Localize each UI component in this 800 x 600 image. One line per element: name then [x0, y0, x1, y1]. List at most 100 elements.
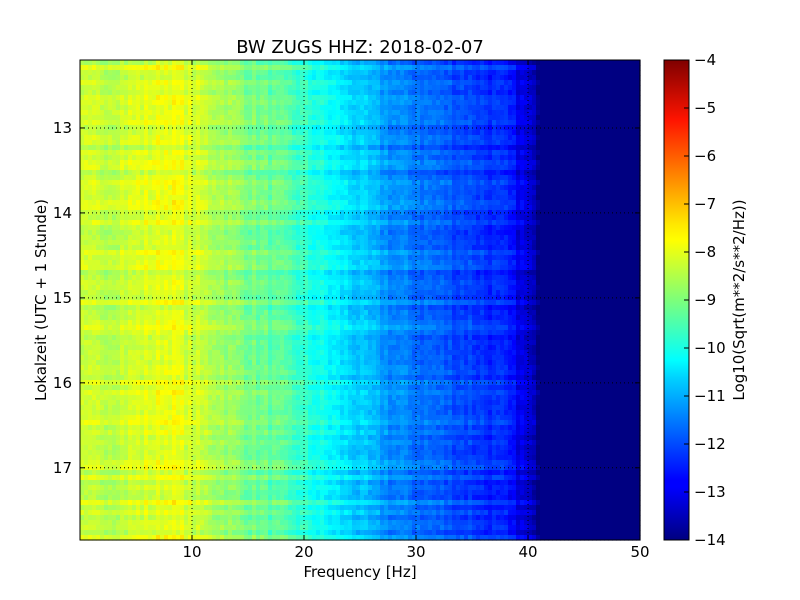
heatmap-cell: [396, 125, 401, 131]
heatmap-cell: [464, 120, 469, 126]
heatmap-cell: [268, 60, 273, 66]
heatmap-cell: [344, 60, 349, 66]
heatmap-cell: [260, 130, 265, 136]
heatmap-cell: [336, 110, 341, 116]
heatmap-cell: [512, 75, 517, 81]
heatmap-cell: [376, 200, 381, 206]
heatmap-cell: [564, 225, 569, 231]
heatmap-cell: [444, 195, 449, 201]
heatmap-cell: [360, 135, 365, 141]
heatmap-cell: [300, 70, 305, 76]
heatmap-cell: [168, 170, 173, 176]
heatmap-cell: [268, 210, 273, 216]
heatmap-cell: [204, 75, 209, 81]
heatmap-cell: [456, 165, 461, 171]
heatmap-cell: [376, 140, 381, 146]
heatmap-cell: [424, 125, 429, 131]
heatmap-cell: [588, 160, 593, 166]
heatmap-cell: [244, 210, 249, 216]
heatmap-cell: [156, 195, 161, 201]
heatmap-cell: [152, 100, 157, 106]
heatmap-cell: [352, 110, 357, 116]
heatmap-cell: [128, 125, 133, 131]
heatmap-cell: [420, 190, 425, 196]
heatmap-cell: [384, 95, 389, 101]
heatmap-cell: [164, 95, 169, 101]
heatmap-cell: [88, 140, 93, 146]
heatmap-cell: [544, 180, 549, 186]
heatmap-cell: [216, 235, 221, 241]
heatmap-cell: [552, 170, 557, 176]
heatmap-cell: [192, 190, 197, 196]
heatmap-cell: [468, 65, 473, 71]
heatmap-cell: [168, 185, 173, 191]
heatmap-cell: [148, 145, 153, 151]
heatmap-cell: [404, 170, 409, 176]
heatmap-cell: [152, 60, 157, 66]
heatmap-cell: [92, 195, 97, 201]
heatmap-cell: [540, 185, 545, 191]
heatmap-cell: [352, 200, 357, 206]
heatmap-cell: [480, 75, 485, 81]
heatmap-cell: [228, 60, 233, 66]
heatmap-cell: [616, 230, 621, 236]
heatmap-cell: [192, 230, 197, 236]
heatmap-cell: [148, 180, 153, 186]
heatmap-cell: [208, 75, 213, 81]
heatmap-cell: [184, 120, 189, 126]
heatmap-cell: [504, 170, 509, 176]
heatmap-cell: [472, 165, 477, 171]
heatmap-cell: [344, 80, 349, 86]
heatmap-cell: [392, 225, 397, 231]
heatmap-cell: [316, 80, 321, 86]
heatmap-cell: [220, 150, 225, 156]
heatmap-cell: [580, 105, 585, 111]
heatmap-cell: [152, 205, 157, 211]
heatmap-cell: [388, 175, 393, 181]
heatmap-cell: [544, 215, 549, 221]
heatmap-cell: [132, 160, 137, 166]
heatmap-cell: [380, 225, 385, 231]
heatmap-cell: [320, 140, 325, 146]
heatmap-cell: [592, 210, 597, 216]
heatmap-cell: [176, 230, 181, 236]
heatmap-cell: [412, 65, 417, 71]
heatmap-cell: [232, 80, 237, 86]
heatmap-cell: [96, 150, 101, 156]
heatmap-cell: [408, 225, 413, 231]
heatmap-cell: [172, 175, 177, 181]
heatmap-cell: [308, 175, 313, 181]
heatmap-cell: [516, 60, 521, 66]
heatmap-cell: [364, 170, 369, 176]
heatmap-cell: [300, 145, 305, 151]
heatmap-cell: [104, 155, 109, 161]
heatmap-cell: [588, 100, 593, 106]
heatmap-cell: [328, 100, 333, 106]
heatmap-cell: [140, 115, 145, 121]
heatmap-cell: [160, 235, 165, 241]
heatmap-cell: [216, 225, 221, 231]
heatmap-cell: [392, 80, 397, 86]
heatmap-cell: [296, 140, 301, 146]
heatmap-cell: [488, 150, 493, 156]
heatmap-cell: [216, 85, 221, 91]
heatmap-cell: [420, 115, 425, 121]
heatmap-cell: [532, 155, 537, 161]
heatmap-cell: [616, 125, 621, 131]
heatmap-cell: [268, 75, 273, 81]
heatmap-cell: [336, 180, 341, 186]
heatmap-cell: [296, 110, 301, 116]
heatmap-cell: [512, 195, 517, 201]
heatmap-cell: [408, 190, 413, 196]
heatmap-cell: [352, 225, 357, 231]
heatmap-cell: [212, 70, 217, 76]
heatmap-cell: [436, 235, 441, 241]
heatmap-cell: [136, 190, 141, 196]
heatmap-cell: [236, 180, 241, 186]
heatmap-cell: [236, 160, 241, 166]
heatmap-cell: [516, 165, 521, 171]
heatmap-cell: [492, 160, 497, 166]
heatmap-cell: [120, 195, 125, 201]
heatmap-cell: [424, 145, 429, 151]
heatmap-cell: [492, 195, 497, 201]
